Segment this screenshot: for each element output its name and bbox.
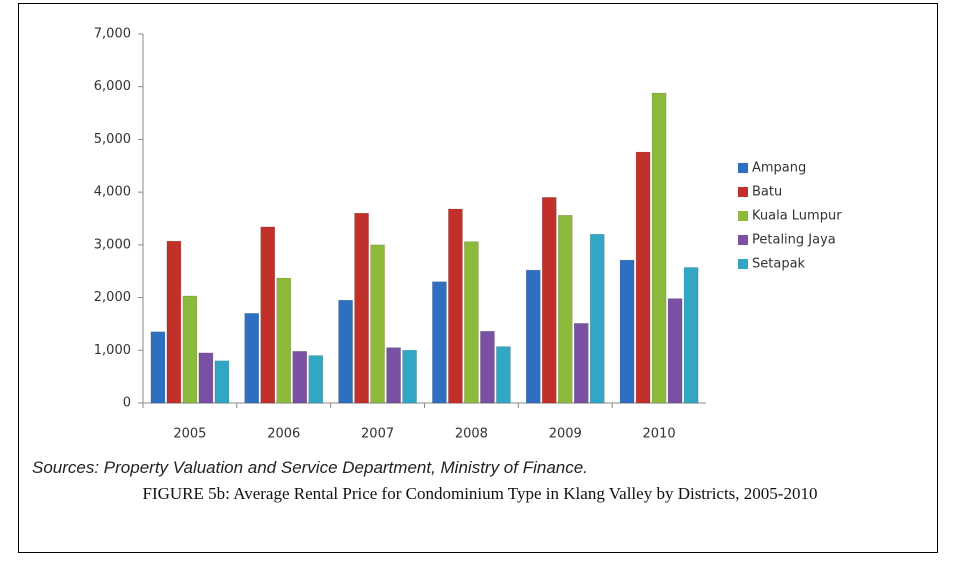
bar [150,331,166,404]
bar [480,331,495,404]
bar [182,295,198,404]
bar [667,298,683,404]
bar [198,352,214,404]
bar [338,299,353,404]
frame [18,3,938,553]
x-tick-label: 2010 [643,427,676,442]
bar [635,151,651,404]
bar [574,323,589,404]
legend-swatch [738,163,748,173]
bar [166,240,182,404]
y-tick-label: 1,000 [94,343,131,358]
caption: FIGURE 5b: Average Rental Price for Cond… [142,484,818,503]
bar [292,351,307,404]
bar [448,208,463,404]
x-tick-label: 2008 [455,427,488,442]
bar [354,212,369,404]
bar [214,360,230,404]
legend-label: Kuala Lumpur [752,209,842,224]
bar [651,92,667,404]
bar [370,244,385,404]
legend-label: Petaling Jaya [752,233,836,248]
legend-swatch [738,235,748,245]
x-tick-label: 2009 [549,427,582,442]
bar [386,347,401,404]
bar [683,267,699,404]
y-tick-label: 0 [123,396,131,411]
legend-label: Ampang [752,161,806,176]
legend-label: Batu [752,185,782,200]
source: Sources: Property Valuation and Service … [32,458,588,477]
bar [308,355,323,404]
legend-swatch [738,211,748,221]
bar [496,346,511,404]
y-tick-label: 7,000 [94,27,131,42]
legend-swatch [738,259,748,269]
y-tick-label: 6,000 [94,79,131,94]
y-tick-label: 5,000 [94,132,131,147]
y-tick-label: 3,000 [94,237,131,252]
x-tick-label: 2006 [267,427,300,442]
bar [276,277,291,404]
legend-label: Setapak [752,257,806,272]
bar [558,215,573,404]
bar [260,226,275,404]
y-tick-label: 2,000 [94,290,131,305]
x-tick-label: 2007 [361,427,394,442]
bar [402,350,417,404]
bar [590,234,605,404]
y-tick-label: 4,000 [94,185,131,200]
x-tick-label: 2005 [173,427,206,442]
bar [464,241,479,404]
bar [619,259,635,404]
bar [244,313,259,404]
bar [542,197,557,404]
legend-swatch [738,187,748,197]
bar [432,281,447,404]
bar [526,269,541,404]
